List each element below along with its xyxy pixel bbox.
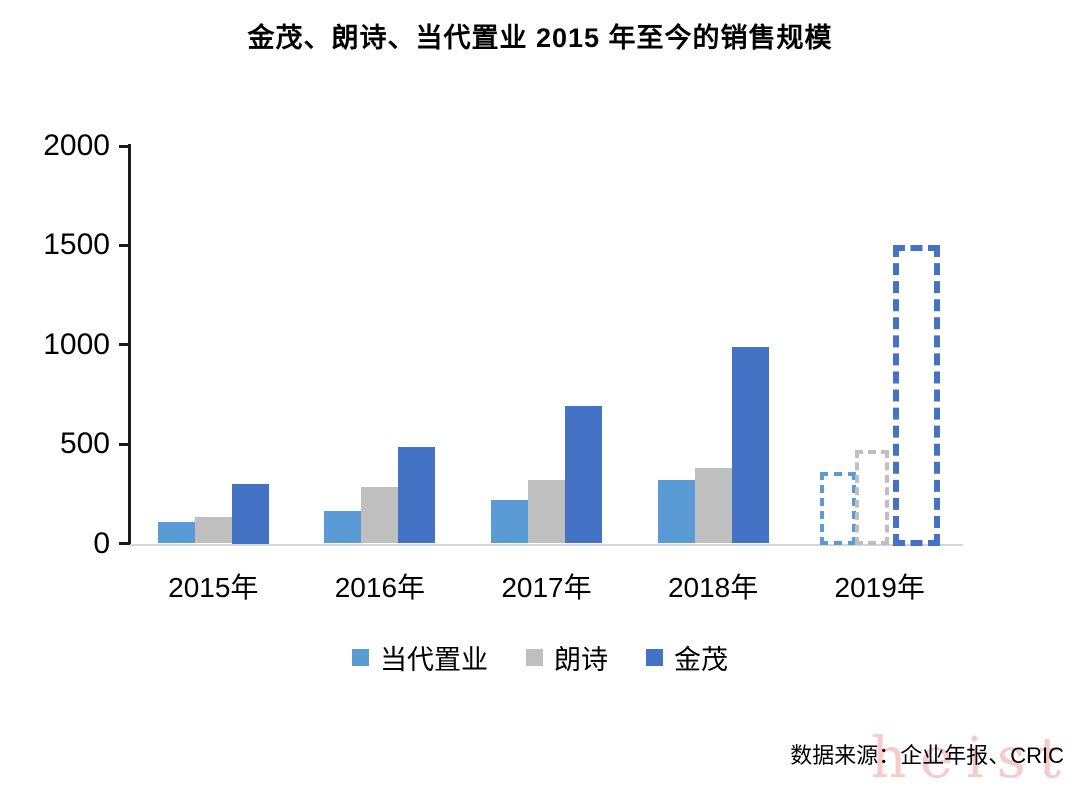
bar-朗诗-2017年 — [528, 479, 565, 544]
legend-swatch-dangdai — [352, 649, 369, 666]
x-axis-baseline — [130, 543, 963, 546]
forecast-bar-当代置业-2019年 — [819, 471, 856, 546]
bar-朗诗-2015年 — [194, 516, 232, 544]
bar-当代置业-2018年 — [657, 479, 695, 544]
legend-swatch-jinmao — [646, 649, 663, 666]
y-tick-mark — [119, 442, 130, 446]
legend-item-langshi: 朗诗 — [526, 638, 608, 677]
bar-朗诗-2016年 — [361, 486, 399, 544]
bar-金茂-2015年 — [231, 483, 269, 544]
x-tick-label: 2016年 — [334, 571, 426, 603]
legend-label-jinmao: 金茂 — [674, 645, 728, 675]
y-tick-label: 0 — [93, 526, 110, 560]
source-note: 数据来源：企业年报、CRIC — [790, 743, 1064, 768]
legend-swatch-langshi — [526, 649, 543, 666]
legend-item-jinmao: 金茂 — [646, 638, 728, 677]
bar-当代置业-2017年 — [491, 499, 528, 544]
y-tick-mark — [119, 144, 130, 148]
chart-legend: 当代置业 朗诗 金茂 — [0, 638, 1080, 677]
y-tick-label: 2000 — [43, 129, 110, 162]
bar-金茂-2018年 — [731, 346, 769, 544]
x-tick-label: 2017年 — [501, 571, 592, 603]
y-tick-mark — [119, 343, 130, 347]
chart-title: 金茂、朗诗、当代置业 2015 年至今的销售规模 — [247, 23, 833, 53]
x-tick-label: 2018年 — [667, 571, 759, 603]
y-tick-mark — [119, 542, 130, 545]
bar-朗诗-2018年 — [694, 467, 732, 544]
y-tick-label: 1000 — [43, 327, 110, 361]
x-tick-label: 2015年 — [168, 571, 259, 603]
legend-item-dangdai: 当代置业 — [352, 638, 488, 677]
forecast-bar-朗诗-2019年 — [854, 450, 889, 546]
bar-当代置业-2015年 — [157, 521, 195, 544]
legend-label-langshi: 朗诗 — [554, 645, 608, 675]
bar-金茂-2016年 — [398, 447, 436, 544]
y-tick-label: 1500 — [43, 228, 110, 262]
x-tick-label: 2019年 — [834, 571, 925, 603]
legend-label-dangdai: 当代置业 — [380, 645, 488, 675]
bar-当代置业-2016年 — [324, 510, 362, 544]
y-tick-label: 500 — [59, 427, 110, 461]
bar-金茂-2017年 — [565, 406, 602, 544]
y-tick-mark — [119, 243, 130, 247]
forecast-bar-金茂-2019年 — [892, 245, 940, 546]
